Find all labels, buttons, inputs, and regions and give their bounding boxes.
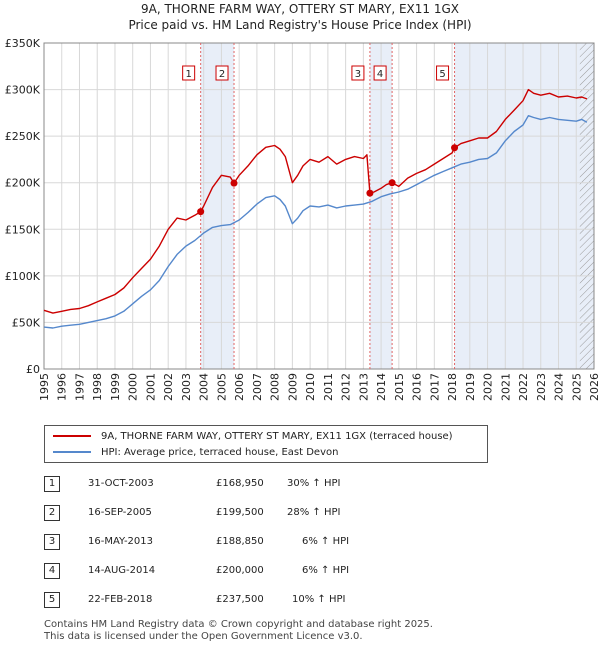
event-label: 4 — [377, 69, 383, 80]
sale-marker — [197, 208, 205, 216]
sale-marker — [388, 179, 396, 187]
y-tick-label: £200K — [5, 177, 41, 190]
hpi-line — [43, 115, 588, 329]
shaded-span — [454, 43, 594, 369]
x-tick-label: 2016 — [411, 373, 424, 401]
x-tick-label: 2025 — [570, 373, 583, 401]
shaded-span — [200, 43, 235, 369]
x-tick-label: 2014 — [375, 373, 388, 401]
legend-item-hpi: HPI: Average price, terraced house, East… — [53, 445, 338, 459]
transaction-price: £188,850 — [216, 536, 264, 547]
plot-border — [43, 42, 595, 370]
x-tick-label: 1999 — [109, 373, 122, 401]
x-tick-label: 2005 — [215, 373, 228, 401]
x-tick-label: 2021 — [499, 373, 512, 401]
x-tick-label: 2024 — [553, 373, 566, 401]
x-tick-label: 2002 — [162, 373, 175, 401]
price-chart: 1 2 3 4 5 £0 £50K £100K £150K £200K £250K £300K £350… — [5, 37, 600, 401]
x-tick-label: 2003 — [180, 373, 193, 401]
x-tick-label: 2009 — [286, 373, 299, 401]
property-line — [43, 88, 588, 314]
transaction-date: 31-OCT-2003 — [88, 478, 154, 489]
y-tick-label: £300K — [5, 84, 41, 97]
legend-label-property: 9A, THORNE FARM WAY, OTTERY ST MARY, EX1… — [101, 430, 453, 442]
transaction-row: 4 14-AUG-2014 £200,000 6% ↑ HPI — [44, 561, 564, 581]
event-label: 1 — [185, 69, 191, 80]
transaction-price: £199,500 — [216, 507, 264, 518]
x-tick-label: 2012 — [340, 373, 353, 401]
transaction-number: 1 — [44, 476, 60, 492]
x-tick-label: 1998 — [91, 373, 104, 401]
transaction-date: 22-FEB-2018 — [88, 594, 153, 605]
x-tick-label: 2020 — [482, 373, 495, 401]
event-label-box — [436, 65, 450, 81]
transaction-number: 3 — [44, 534, 60, 550]
x-tick-label: 2018 — [446, 373, 459, 401]
transaction-number: 5 — [44, 592, 60, 608]
transaction-row: 5 22-FEB-2018 £237,500 10% ↑ HPI — [44, 590, 564, 610]
x-tick-label: 1995 — [38, 373, 51, 401]
event-label: 3 — [355, 69, 361, 80]
y-tick-label: £0 — [26, 363, 40, 376]
footer-copyright: Contains HM Land Registry data © Crown c… — [44, 619, 433, 630]
transaction-hpi: 6% ↑ HPI — [302, 565, 350, 576]
transaction-hpi: 10% ↑ HPI — [292, 594, 346, 605]
event-label: 5 — [439, 69, 445, 80]
legend-item-property: 9A, THORNE FARM WAY, OTTERY ST MARY, EX1… — [53, 429, 453, 443]
x-tick-label: 2015 — [393, 373, 406, 401]
transaction-hpi: 30% ↑ HPI — [287, 478, 341, 489]
sale-marker — [230, 179, 238, 187]
x-tick-label: 2010 — [304, 373, 317, 401]
transaction-date: 14-AUG-2014 — [88, 565, 156, 576]
sale-marker — [451, 144, 459, 152]
event-label-box — [182, 65, 196, 81]
x-tick-label: 2006 — [233, 373, 246, 401]
transaction-price: £168,950 — [216, 478, 264, 489]
legend-swatch-property — [53, 435, 91, 437]
x-tick-label: 2004 — [198, 373, 211, 401]
event-label-box — [373, 65, 387, 81]
transaction-date: 16-SEP-2005 — [88, 507, 152, 518]
transaction-number: 2 — [44, 505, 60, 521]
x-tick-label: 2019 — [464, 373, 477, 401]
x-tick-label: 2000 — [127, 373, 140, 401]
transaction-row: 1 31-OCT-2003 £168,950 30% ↑ HPI — [44, 474, 564, 494]
event-label: 2 — [219, 69, 225, 80]
y-tick-label: £100K — [5, 270, 41, 283]
transaction-price: £200,000 — [216, 565, 264, 576]
x-tick-label: 2011 — [322, 373, 335, 401]
legend-label-hpi: HPI: Average price, terraced house, East… — [101, 446, 339, 458]
transaction-price: £237,500 — [216, 594, 264, 605]
x-tick-label: 1997 — [73, 373, 86, 401]
transaction-number: 4 — [44, 563, 60, 579]
transaction-date: 16-MAY-2013 — [88, 536, 154, 547]
x-tick-label: 2013 — [357, 373, 370, 401]
x-tick-label: 2017 — [428, 373, 441, 401]
y-tick-label: £350K — [5, 37, 41, 50]
event-label-box — [351, 65, 365, 81]
event-label-box — [215, 65, 229, 81]
x-tick-label: 1996 — [56, 373, 69, 401]
x-tick-label: 2026 — [588, 373, 600, 401]
x-tick-label: 2008 — [269, 373, 282, 401]
transaction-hpi: 6% ↑ HPI — [302, 536, 350, 547]
chart-subtitle: Price paid vs. HM Land Registry's House … — [128, 18, 472, 32]
legend-swatch-hpi — [53, 451, 91, 453]
x-tick-label: 2023 — [535, 373, 548, 401]
transaction-row: 3 16-MAY-2013 £188,850 6% ↑ HPI — [44, 532, 564, 552]
transaction-row: 2 16-SEP-2005 £199,500 28% ↑ HPI — [44, 503, 564, 523]
x-tick-label: 2022 — [517, 373, 530, 401]
x-tick-label: 2001 — [144, 373, 157, 401]
y-tick-label: £50K — [12, 316, 41, 329]
y-tick-label: £250K — [5, 130, 41, 143]
sale-marker — [366, 189, 374, 197]
transaction-hpi: 28% ↑ HPI — [287, 507, 341, 518]
x-tick-label: 2007 — [251, 373, 264, 401]
chart-title: 9A, THORNE FARM WAY, OTTERY ST MARY, EX1… — [140, 2, 460, 16]
forecast-hatch — [579, 43, 594, 369]
footer-licence: This data is licensed under the Open Gov… — [44, 631, 363, 642]
y-tick-label: £150K — [5, 223, 41, 236]
legend: 9A, THORNE FARM WAY, OTTERY ST MARY, EX1… — [44, 425, 488, 463]
